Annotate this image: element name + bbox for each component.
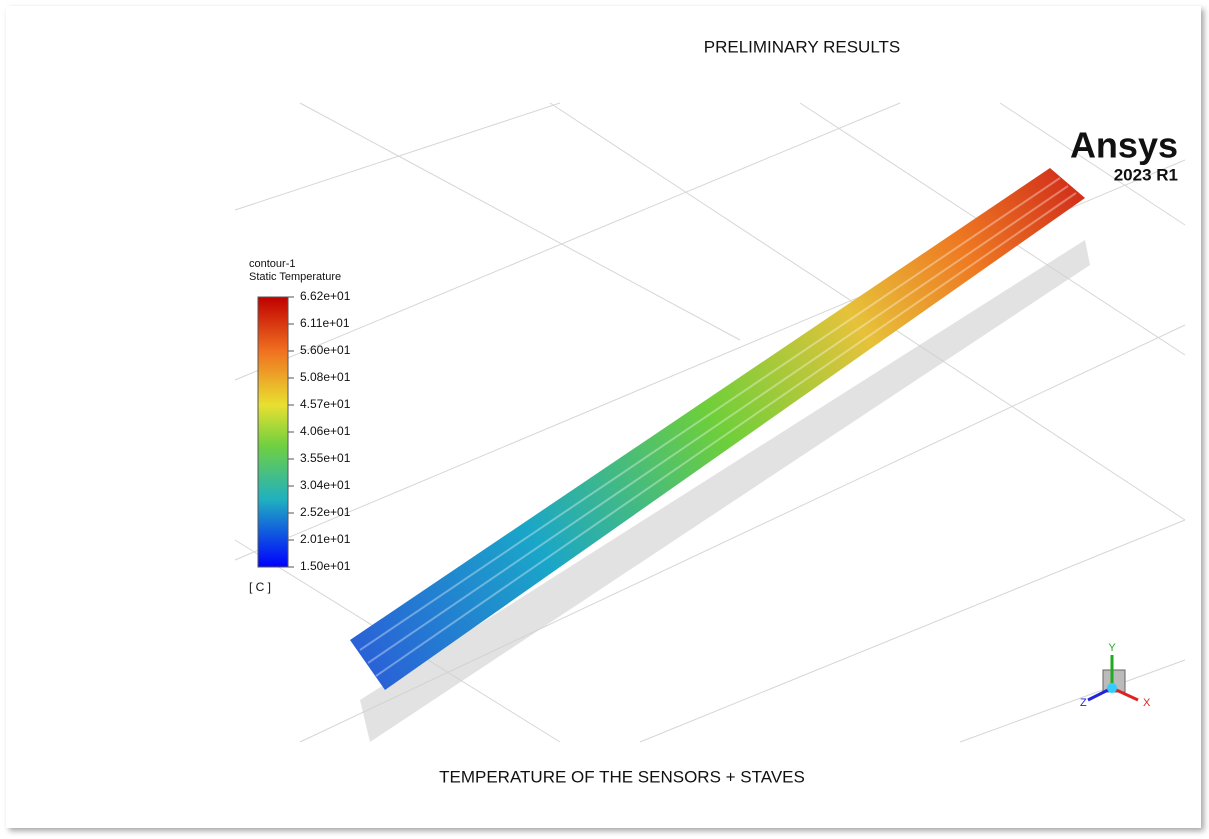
legend-label: 6.62e+01 bbox=[300, 289, 351, 303]
legend-label: 1.50e+01 bbox=[300, 559, 351, 573]
legend-name: contour-1 bbox=[249, 258, 295, 270]
slide-frame bbox=[6, 6, 1201, 828]
legend-unit: [ C ] bbox=[249, 580, 271, 594]
slide: PRELIMINARY RESULTS Ansys 2023 R1 contou… bbox=[0, 0, 1209, 839]
legend-quantity: Static Temperature bbox=[249, 271, 341, 283]
legend-label: 6.11e+01 bbox=[300, 316, 350, 330]
triad-x: X bbox=[1143, 697, 1151, 709]
triad-y: Y bbox=[1108, 642, 1116, 654]
legend-label: 2.01e+01 bbox=[300, 532, 351, 546]
slide-title: PRELIMINARY RESULTS bbox=[704, 37, 901, 56]
logo-version: 2023 R1 bbox=[1114, 165, 1178, 184]
legend-label: 3.55e+01 bbox=[300, 451, 351, 465]
legend-label: 3.04e+01 bbox=[300, 478, 351, 492]
page: PRELIMINARY RESULTS Ansys 2023 R1 contou… bbox=[0, 0, 1209, 839]
logo: Ansys bbox=[1070, 125, 1178, 166]
legend-label: 5.60e+01 bbox=[300, 343, 351, 357]
legend-label: 4.57e+01 bbox=[300, 397, 351, 411]
caption: TEMPERATURE OF THE SENSORS + STAVES bbox=[439, 767, 805, 786]
legend-label: 4.06e+01 bbox=[300, 424, 351, 438]
triad-z: Z bbox=[1080, 697, 1087, 709]
legend-label: 5.08e+01 bbox=[300, 370, 351, 384]
legend-label: 2.52e+01 bbox=[300, 505, 351, 519]
color-bar bbox=[258, 297, 288, 567]
